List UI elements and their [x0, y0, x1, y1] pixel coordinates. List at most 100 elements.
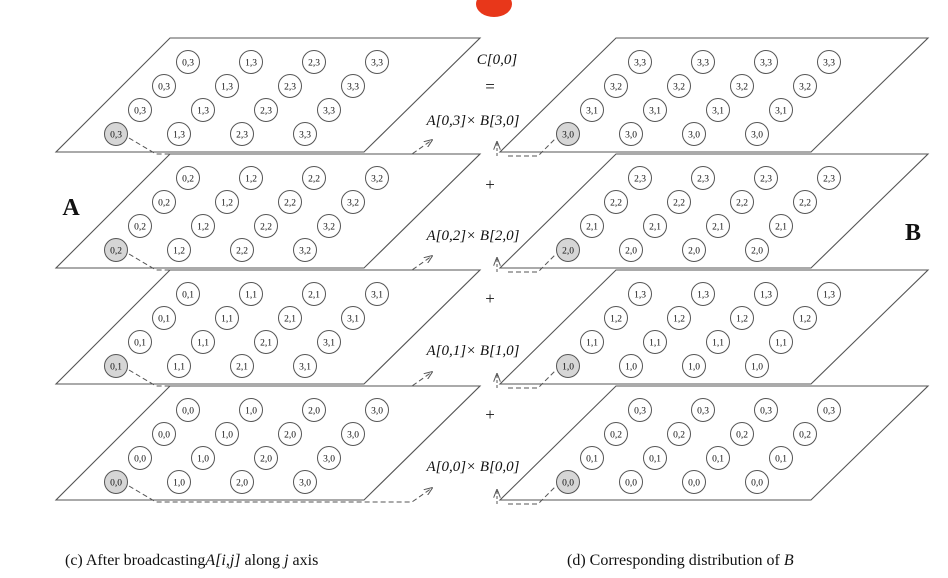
node: 1,2 — [667, 306, 691, 330]
node: 3,1 — [293, 354, 317, 378]
node: 1,0 — [239, 398, 263, 422]
node: 3,0 — [341, 422, 365, 446]
node-label: 3,2 — [347, 198, 359, 208]
plane-outline — [498, 153, 930, 269]
node-circle — [230, 470, 254, 494]
node: 2,0 — [682, 238, 706, 262]
node: 2,3 — [817, 166, 841, 190]
node-circle — [128, 330, 152, 354]
node: 0,3 — [754, 398, 778, 422]
node-circle — [604, 190, 628, 214]
node-label: 0,1 — [712, 454, 724, 464]
node: 0,1 — [580, 446, 604, 470]
node: 0,2 — [604, 422, 628, 446]
node-circle — [745, 238, 769, 262]
node-label: 0,3 — [760, 406, 772, 416]
node: 3,2 — [667, 74, 691, 98]
node-label: 1,2 — [673, 314, 685, 324]
node-label: 2,0 — [562, 246, 574, 256]
node-label: 0,2 — [134, 222, 146, 232]
node-label: 2,0 — [308, 406, 320, 416]
node-label: 2,3 — [697, 174, 709, 184]
node: 1,2 — [167, 238, 191, 262]
node-circle — [643, 214, 667, 238]
node: 0,2 — [128, 214, 152, 238]
node: 2,1 — [230, 354, 254, 378]
node-label: 1,0 — [751, 362, 763, 372]
node-circle — [239, 50, 263, 74]
caption-right-term: B — [784, 552, 794, 569]
node-label: 3,3 — [760, 58, 772, 68]
node-circle — [643, 446, 667, 470]
node: 2,2 — [604, 190, 628, 214]
node-circle — [730, 74, 754, 98]
node-circle — [191, 98, 215, 122]
node: 0,3 — [817, 398, 841, 422]
node-label: 0,0 — [625, 478, 637, 488]
node-label: 0,0 — [110, 478, 122, 488]
plus-sign-2: + — [485, 289, 495, 308]
node-label: 2,0 — [751, 246, 763, 256]
node: 3,0 — [556, 122, 580, 146]
result-label: C[0,0] — [477, 52, 518, 68]
connector-b — [508, 253, 557, 273]
node: 1,0 — [682, 354, 706, 378]
connector-b — [508, 137, 557, 157]
node-label: 1,1 — [775, 338, 787, 348]
caption-right-prefix: (d) Corresponding distribution of — [567, 552, 784, 569]
node-label: 0,3 — [110, 130, 122, 140]
node-label: 2,1 — [586, 222, 598, 232]
node-circle — [254, 446, 278, 470]
node: 1,0 — [556, 354, 580, 378]
node: 3,2 — [341, 190, 365, 214]
node: 0,0 — [176, 398, 200, 422]
node-circle — [580, 98, 604, 122]
node-circle — [176, 282, 200, 306]
node-label: 3,2 — [299, 246, 311, 256]
node: 1,3 — [817, 282, 841, 306]
node-label: 0,2 — [158, 198, 170, 208]
node: 2,3 — [691, 166, 715, 190]
node-label: 1,1 — [712, 338, 724, 348]
node: 3,1 — [365, 282, 389, 306]
node: 3,3 — [317, 98, 341, 122]
node-circle — [643, 330, 667, 354]
node: 2,1 — [302, 282, 326, 306]
node-label: 3,0 — [625, 130, 637, 140]
node-label: 1,2 — [221, 198, 233, 208]
node-circle — [317, 98, 341, 122]
node-circle — [706, 214, 730, 238]
node-label: 3,1 — [347, 314, 359, 324]
node-circle — [215, 190, 239, 214]
node-circle — [706, 446, 730, 470]
plane-outline — [498, 385, 930, 501]
node-circle — [643, 98, 667, 122]
node-label: 3,2 — [610, 82, 622, 92]
node-circle — [769, 330, 793, 354]
node-label: 3,3 — [299, 130, 311, 140]
node-label: 3,0 — [299, 478, 311, 488]
plane-outline — [498, 269, 930, 385]
node-label: 2,0 — [260, 454, 272, 464]
product-label-3: A[0,3]× B[3,0] — [425, 113, 519, 129]
node: 2,3 — [254, 98, 278, 122]
node-label: 2,2 — [610, 198, 622, 208]
node: 1,1 — [706, 330, 730, 354]
node: 3,0 — [293, 470, 317, 494]
node-label: 1,3 — [221, 82, 233, 92]
node-circle — [302, 282, 326, 306]
node: 3,0 — [745, 122, 769, 146]
node-circle — [317, 446, 341, 470]
node-label: 2,2 — [284, 198, 296, 208]
plus-sign-3: + — [485, 405, 495, 424]
node: 2,2 — [793, 190, 817, 214]
node-label: 1,3 — [173, 130, 185, 140]
node-circle — [239, 398, 263, 422]
node-label: 2,1 — [712, 222, 724, 232]
node-label: 3,1 — [775, 106, 787, 116]
node-circle — [706, 330, 730, 354]
node-circle — [104, 238, 128, 262]
matrix-b-label: B — [905, 220, 921, 246]
node-label: 1,1 — [221, 314, 233, 324]
node-circle — [278, 306, 302, 330]
